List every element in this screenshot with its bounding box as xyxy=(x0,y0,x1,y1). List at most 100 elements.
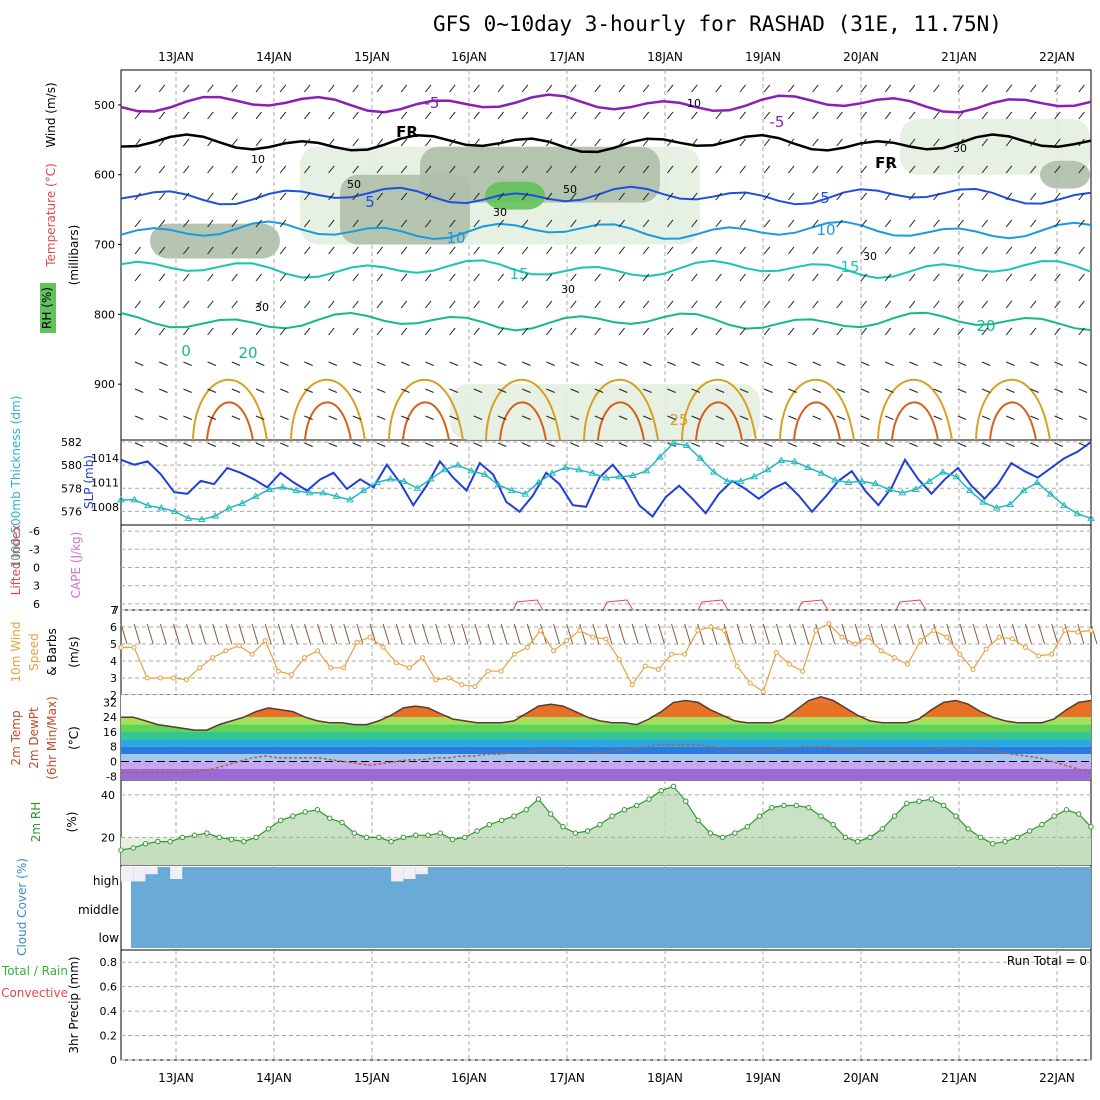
wind-barb xyxy=(1030,273,1037,282)
wind-barb xyxy=(207,111,214,120)
wind-barb-10m xyxy=(395,623,403,645)
wind-barb xyxy=(594,273,601,282)
wind-barb xyxy=(1030,442,1039,447)
temp-tick-label: 24 xyxy=(103,711,117,724)
wind-barb xyxy=(933,138,940,147)
rh-point xyxy=(462,834,468,841)
wind-speed-point xyxy=(380,644,386,650)
wind-barb xyxy=(643,415,652,420)
wind-barb xyxy=(279,273,287,282)
wind-barb xyxy=(667,219,674,228)
wind-barb xyxy=(231,246,238,255)
wind-barb xyxy=(788,327,795,336)
wind-barb xyxy=(304,361,313,366)
isotherm-label: 15 xyxy=(509,265,528,283)
wind-barb xyxy=(231,273,238,282)
wind-barb xyxy=(279,300,287,309)
wind-barb xyxy=(376,165,383,174)
temp-axis-label-3: (6hr Min/Max) xyxy=(45,696,59,780)
wind-barb xyxy=(521,165,529,174)
rh-point xyxy=(707,830,714,836)
wind-barb xyxy=(594,300,601,309)
wind-barb xyxy=(546,300,553,309)
wind-barb xyxy=(304,273,311,282)
rh-point xyxy=(842,834,849,841)
wind-barb xyxy=(570,388,580,393)
wind-barb xyxy=(570,442,580,447)
wind-barb-10m xyxy=(159,623,167,645)
rh-point xyxy=(474,828,480,834)
rh-point xyxy=(535,796,542,802)
rh-point xyxy=(1026,828,1033,834)
wind-barb xyxy=(715,442,725,447)
wind-barb xyxy=(860,415,870,420)
wind-speed-point xyxy=(904,661,910,667)
wind-barb xyxy=(304,415,313,420)
wind-barb xyxy=(836,442,846,447)
wind-barb xyxy=(376,219,383,228)
date-label-top: 19JAN xyxy=(745,50,781,64)
wind-barb xyxy=(134,273,141,282)
rh-point xyxy=(560,824,566,830)
wind-barb xyxy=(860,84,867,93)
wind-barb xyxy=(449,165,456,174)
wind-barb-10m xyxy=(553,623,561,645)
wind-barb xyxy=(183,442,192,447)
thickness-point xyxy=(965,486,974,494)
wind-barb xyxy=(425,192,432,201)
li-tick-label: -6 xyxy=(29,525,40,538)
precip-total-label: Total / Rain xyxy=(1,964,68,978)
rh-axis-label-2: (%) xyxy=(65,812,79,833)
wind-barb xyxy=(885,442,894,447)
wind-barb xyxy=(739,165,746,174)
wind-speed-point xyxy=(603,636,609,642)
wind-barb xyxy=(715,388,725,393)
wind-barb xyxy=(884,84,892,93)
wind-barb xyxy=(255,192,262,201)
rh-point xyxy=(167,838,173,845)
wind-barb xyxy=(521,300,529,309)
wind-barb-10m xyxy=(828,623,836,645)
wind-barb-10m xyxy=(644,623,652,645)
wind-barb xyxy=(836,300,843,309)
wind-speed-point xyxy=(773,650,779,655)
wind-barb xyxy=(860,246,867,255)
wind-barb xyxy=(328,111,335,120)
wind-barb xyxy=(1078,388,1088,393)
thickness-point xyxy=(292,486,301,494)
wind-barb xyxy=(400,327,408,336)
wind-barb xyxy=(425,111,432,120)
thickness-point xyxy=(1060,501,1068,509)
wind-speed-point xyxy=(1009,636,1015,642)
wind-barb xyxy=(183,138,190,147)
rh-point xyxy=(130,845,136,851)
wind-barb xyxy=(255,415,265,420)
wind-barb xyxy=(1005,111,1013,120)
wind-barb-10m xyxy=(618,623,626,645)
wind-barb xyxy=(570,138,577,147)
wind-barb xyxy=(304,327,311,336)
wind-barb xyxy=(618,246,625,255)
wind-barb xyxy=(231,327,238,336)
isotherm-label: 10 xyxy=(446,229,465,247)
wind-barb-10m xyxy=(592,623,600,645)
wind-barb xyxy=(981,388,991,393)
wind-barb xyxy=(158,111,166,120)
wind-barb-10m xyxy=(775,623,783,645)
wind-barb xyxy=(981,111,988,120)
wind-barb xyxy=(425,415,434,420)
wind-barb xyxy=(304,388,313,393)
wind-speed-point xyxy=(747,680,753,686)
wind-barb xyxy=(933,165,940,174)
wind-barb xyxy=(981,192,988,201)
isotherm-25-loop xyxy=(388,378,464,441)
wind-speed-point xyxy=(642,663,648,669)
wind-speed-point xyxy=(433,677,439,683)
thickness-tick-label: 578 xyxy=(61,482,82,495)
date-label-top: 22JAN xyxy=(1039,50,1075,64)
wind-barb xyxy=(594,361,604,366)
wind-barb xyxy=(231,388,241,393)
wind-speed-line xyxy=(121,622,1092,693)
thickness-line xyxy=(121,442,1092,521)
isotherm-25-loop xyxy=(290,378,366,441)
